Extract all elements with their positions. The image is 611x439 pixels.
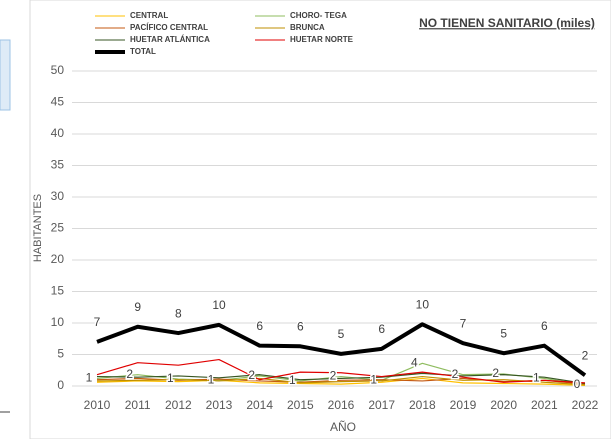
series-line xyxy=(96,377,586,386)
data-label: 1 xyxy=(86,371,93,385)
y-tick-label: 5 xyxy=(57,347,64,361)
x-tick-label: 2012 xyxy=(165,398,192,412)
legend-label: PACÍFICO CENTRAL xyxy=(130,23,208,32)
data-label: 5 xyxy=(500,326,507,340)
x-tick-label: 2018 xyxy=(409,398,436,412)
y-axis-label: HABITANTES xyxy=(32,194,44,262)
data-label: 9 xyxy=(134,300,141,314)
chart-frame xyxy=(29,0,611,439)
legend-label: HUETAR ATLÁNTICA xyxy=(130,35,210,44)
y-tick-label: 50 xyxy=(51,63,65,77)
data-label: 5 xyxy=(338,327,345,341)
y-tick-label: 45 xyxy=(51,95,65,109)
legend-label: CENTRAL xyxy=(130,11,168,20)
x-tick-label: 2015 xyxy=(287,398,314,412)
data-label: 2 xyxy=(452,367,459,381)
legend-label: HUETAR NORTE xyxy=(290,35,354,44)
data-label: 2 xyxy=(248,368,255,382)
data-label: 7 xyxy=(460,316,467,330)
y-tick-label: 0 xyxy=(57,378,64,392)
x-tick-label: 2010 xyxy=(84,398,111,412)
data-label: 4 xyxy=(411,355,418,369)
chart-title: NO TIENEN SANITARIO (miles) xyxy=(419,16,595,30)
x-tick-label: 2021 xyxy=(531,398,558,412)
x-tick-label: 2017 xyxy=(368,398,395,412)
data-label: 1 xyxy=(208,373,215,387)
x-tick-label: 2013 xyxy=(206,398,233,412)
y-tick-label: 40 xyxy=(51,126,65,140)
data-label: 1 xyxy=(289,373,296,387)
series-line xyxy=(96,362,586,386)
legend-label: TOTAL xyxy=(130,47,156,56)
data-label: 6 xyxy=(541,319,548,333)
data-label: 1 xyxy=(167,371,174,385)
x-tick-label: 2016 xyxy=(328,398,355,412)
data-label: 1 xyxy=(533,371,540,385)
x-tick-label: 2022 xyxy=(572,398,599,412)
y-tick-label: 25 xyxy=(51,221,65,235)
x-tick-label: 2014 xyxy=(246,398,273,412)
side-panel xyxy=(0,39,11,111)
data-label: 6 xyxy=(378,322,385,336)
x-tick-label: 2011 xyxy=(125,398,151,412)
data-label: 6 xyxy=(256,319,263,333)
data-label: 10 xyxy=(416,297,430,311)
x-tick-label: 2020 xyxy=(490,398,517,412)
data-label: 0 xyxy=(574,377,581,391)
series-line xyxy=(96,322,587,377)
data-label: 2 xyxy=(492,366,499,380)
data-label: 2 xyxy=(582,348,589,362)
y-tick-label: 30 xyxy=(51,189,65,203)
x-tick-label: 2019 xyxy=(450,398,477,412)
data-label: 10 xyxy=(212,298,226,312)
x-axis-label: AÑO xyxy=(330,420,356,434)
data-label: 6 xyxy=(297,319,304,333)
legend-label: BRUNCA xyxy=(290,23,325,32)
data-label: 1 xyxy=(370,373,377,387)
data-label: 2 xyxy=(330,369,337,383)
series-line xyxy=(96,358,586,384)
data-label: 7 xyxy=(94,315,101,329)
legend-label: CHORO- TEGA xyxy=(290,11,347,20)
series-line xyxy=(96,375,586,386)
series-line xyxy=(96,372,586,385)
data-label: 8 xyxy=(175,306,182,320)
series-line xyxy=(96,377,586,385)
y-tick-label: 20 xyxy=(51,252,65,266)
y-tick-label: 10 xyxy=(51,315,65,329)
data-label: 2 xyxy=(126,367,133,381)
y-tick-label: 15 xyxy=(51,284,65,298)
y-tick-label: 35 xyxy=(51,158,65,172)
